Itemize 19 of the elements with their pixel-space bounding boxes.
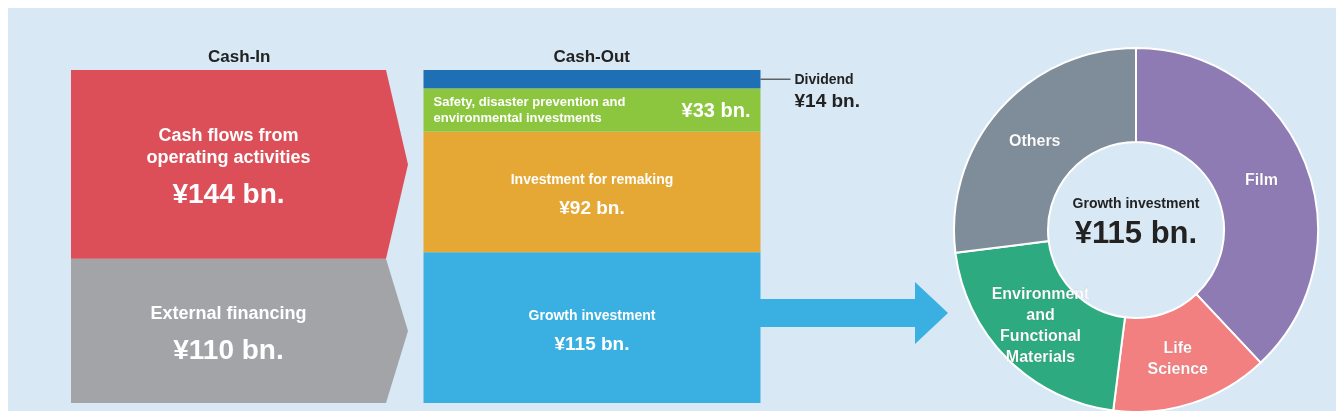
text: ¥115 bn. [1073,215,1199,251]
series-label: Cash flows from operating activities [146,125,311,168]
data-label: ¥92 bn. [559,196,625,218]
slice-label: Film [1245,171,1278,189]
series-label: Investment for remaking [510,170,674,187]
slice-label: Life Science [1147,338,1209,377]
slice-label: Others [1008,131,1061,149]
x-tick-label: Cash-In [208,47,271,66]
data-label: ¥110 bn. [173,333,284,365]
data-label: ¥115 bn. [554,332,630,354]
data-label: ¥14 bn. [794,90,860,112]
data-label: ¥144 bn. [172,178,285,210]
text: Growth investment [1071,195,1201,211]
series-label: Growth investment [528,306,656,323]
text: Dividend [794,71,854,88]
x-tick-label: Cash-Out [553,47,631,66]
series-label: Safety, disaster prevention and environmental investments [433,93,626,125]
series-label: External financing [150,302,307,323]
data-label: ¥33 bn. [681,98,751,121]
